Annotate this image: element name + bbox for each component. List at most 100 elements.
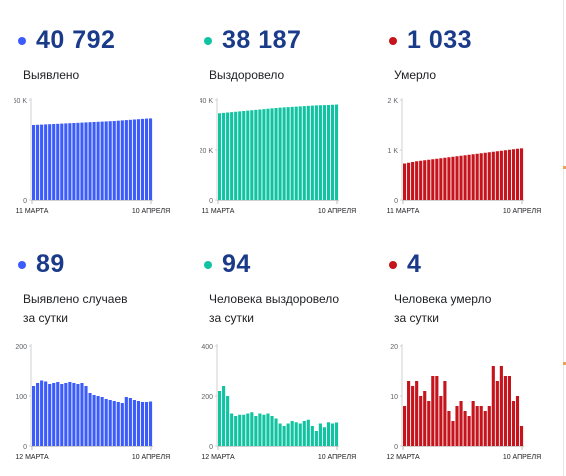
series-dot [389, 260, 397, 269]
daily-value: 4 [407, 250, 422, 278]
bar [495, 381, 499, 446]
bar [112, 401, 116, 446]
bar [238, 111, 242, 200]
series-dot [18, 36, 26, 45]
bar [96, 121, 100, 200]
bar [40, 124, 44, 200]
bar [148, 401, 153, 446]
x-label-start: 12 МАРТА [386, 454, 420, 461]
panel-deaths-daily: 4 Человека умерло за сутки 20 10 0 12 МАРТА… [385, 250, 561, 476]
bar [411, 162, 415, 200]
bar [479, 406, 483, 446]
bar [334, 104, 339, 200]
bar [246, 110, 250, 200]
y-tick-label: 100 [15, 394, 27, 401]
y-tick-label: 200 [201, 394, 213, 401]
series-dot [389, 36, 397, 45]
bar [298, 106, 302, 200]
bar [322, 427, 326, 446]
y-tick-label: 400 [201, 344, 213, 351]
value-row: 89 [14, 250, 65, 279]
y-tick-label: 10 [390, 394, 398, 401]
bar [455, 406, 459, 446]
bar [234, 111, 238, 200]
bar [100, 121, 104, 200]
series-dot [204, 260, 212, 269]
bar [294, 422, 298, 446]
y-tick-label: 0 [394, 198, 398, 205]
bar [443, 381, 447, 446]
y-tick-label: 1 K [387, 148, 398, 155]
bar [491, 151, 495, 200]
bar [88, 393, 92, 446]
bar [447, 411, 451, 446]
daily-value: 94 [222, 250, 251, 278]
bar [326, 105, 331, 200]
bar [124, 397, 128, 446]
bar [419, 396, 423, 446]
bar [507, 376, 511, 446]
bar [423, 391, 427, 446]
bar [334, 422, 339, 446]
bar [250, 412, 254, 446]
bar [455, 156, 459, 200]
bar [282, 107, 286, 200]
bar [56, 123, 60, 200]
x-label-end: 10 АПРЕЛЯ [503, 208, 541, 215]
bar [322, 105, 326, 200]
bar [306, 105, 310, 200]
bar [475, 406, 479, 446]
bar [519, 148, 524, 200]
bar [463, 411, 467, 446]
panel-recovered-total: 38 187 Выздоровело 40 K 20 K 0 11 МАРТА 10 А… [200, 26, 376, 252]
bar [499, 150, 503, 200]
bar [403, 163, 407, 200]
bar [282, 426, 286, 446]
bar [274, 108, 278, 200]
bar [290, 106, 294, 200]
bar [72, 383, 76, 446]
bar [439, 158, 443, 200]
bar [226, 112, 230, 200]
chart-recovered-daily: 400 200 0 12 МАРТА 10 АПРЕЛЯ [201, 344, 356, 461]
bar [36, 383, 40, 446]
x-label-end: 10 АПРЕЛЯ [503, 454, 541, 461]
bar [52, 383, 56, 446]
bar [314, 105, 318, 200]
bar [423, 160, 427, 200]
bar [435, 158, 439, 200]
y-tick-label: 50 K [14, 98, 27, 105]
bar [439, 396, 443, 446]
total-value: 40 792 [36, 26, 116, 54]
bar [302, 421, 306, 446]
bar [116, 120, 120, 200]
bar [483, 411, 487, 446]
bar [298, 423, 302, 446]
bar [254, 416, 258, 446]
bar [96, 396, 100, 446]
bar [270, 108, 274, 200]
y-tick-label: 20 [390, 344, 398, 351]
bar [222, 112, 226, 200]
bar [258, 109, 262, 200]
bar [68, 123, 72, 200]
bar [415, 381, 419, 446]
bar [72, 123, 76, 200]
bar [44, 124, 48, 200]
value-row: 38 187 [200, 26, 301, 55]
y-tick-label: 0 [209, 198, 213, 205]
bar [108, 400, 112, 446]
bar [104, 399, 108, 446]
bar [120, 120, 124, 200]
bar [140, 118, 145, 200]
bar [278, 107, 282, 200]
bar [483, 152, 487, 200]
bar [407, 381, 411, 446]
bar [140, 402, 145, 446]
bar [144, 118, 149, 200]
bar [467, 154, 471, 200]
bar [128, 119, 132, 200]
metric-label: Человека умерло за сутки [394, 292, 492, 325]
bar [222, 386, 226, 446]
bar [463, 155, 467, 200]
